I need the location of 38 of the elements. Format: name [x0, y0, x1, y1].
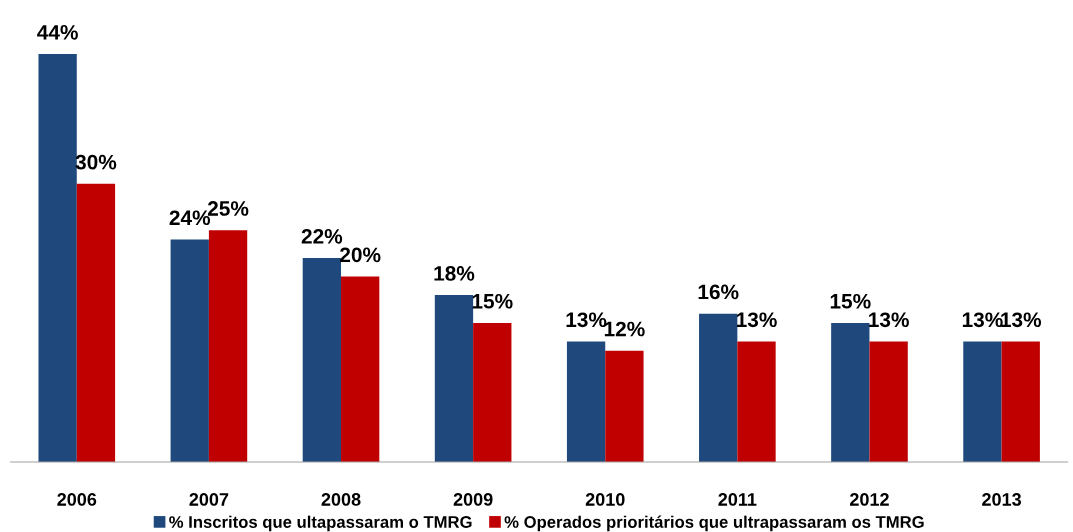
x-tick-label: 2009 — [453, 493, 493, 506]
bar — [831, 322, 870, 462]
bar — [38, 54, 77, 462]
x-tick-label: 2008 — [321, 493, 361, 506]
bar — [605, 350, 644, 462]
bar — [302, 258, 342, 462]
data-label: 15% — [830, 293, 871, 309]
bar — [699, 313, 738, 462]
x-tick-label: 2006 — [57, 493, 97, 506]
x-tick-label: 2012 — [850, 493, 889, 506]
legend-label: % Inscritos que ultapassaram o TMRG — [169, 515, 472, 532]
bar — [869, 341, 908, 462]
bar — [341, 276, 380, 462]
bar — [434, 295, 474, 462]
bar — [1001, 341, 1040, 462]
x-tick-label: 2011 — [718, 493, 757, 506]
data-label: 18% — [434, 266, 475, 281]
bar — [737, 341, 776, 462]
x-tick-label: 2007 — [189, 493, 229, 506]
bar — [963, 341, 1002, 462]
legend-label: % Operados prioritários que ultrapassaram os TMRG — [504, 515, 924, 532]
data-label: 44% — [37, 24, 78, 40]
bar — [76, 183, 116, 462]
bar — [473, 322, 512, 462]
data-label: 13% — [1001, 312, 1042, 328]
data-label: 22% — [301, 228, 343, 244]
bar — [566, 341, 606, 462]
data-label: 12% — [604, 321, 645, 337]
data-label: 13% — [736, 312, 777, 328]
bar — [170, 239, 209, 462]
x-tick-label: 2010 — [585, 493, 625, 506]
data-label: 13% — [962, 312, 1003, 328]
data-label: 16% — [698, 284, 739, 300]
data-label: 13% — [566, 312, 607, 328]
x-tick-label: 2013 — [982, 493, 1022, 506]
bar — [208, 230, 248, 462]
data-label: 13% — [869, 312, 909, 328]
data-label: 20% — [340, 247, 381, 263]
